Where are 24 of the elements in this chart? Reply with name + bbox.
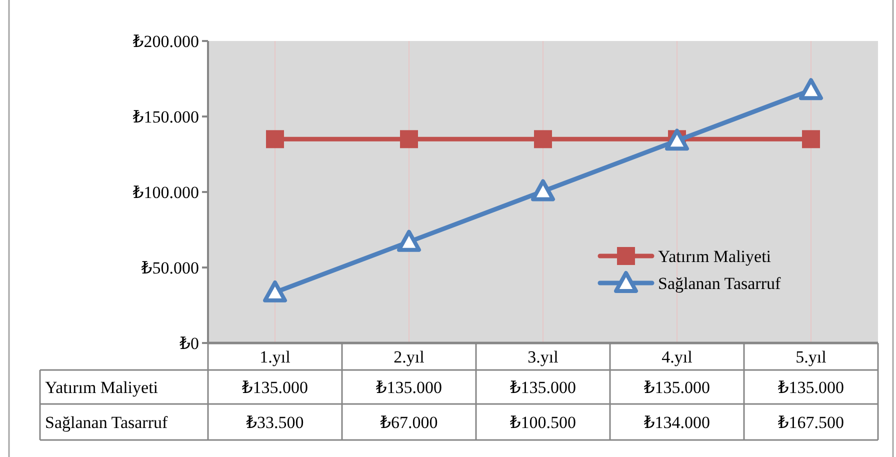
x-tick-label: 3.yıl (528, 347, 559, 366)
x-tick-label: 5.yıl (796, 347, 827, 366)
data-label: ₺167.500 (776, 412, 844, 432)
data-label: ₺135.000 (240, 378, 308, 397)
data-label: ₺135.000 (508, 378, 576, 397)
data-label: ₺135.000 (776, 378, 844, 397)
data-label: ₺33.500 (245, 412, 304, 432)
y-tick-label: ₺150.000 (132, 107, 199, 126)
legend-label: Yatırım Maliyeti (658, 246, 772, 266)
data-label: ₺100.500 (508, 412, 576, 432)
data-label: ₺134.000 (642, 412, 710, 432)
y-tick-label: ₺100.000 (132, 182, 199, 202)
legend-label: Sağlanan Tasarruf (658, 274, 781, 293)
y-tick-label: ₺0 (178, 334, 199, 353)
data-label: ₺67.000 (379, 412, 438, 432)
x-tick-label: 1.yıl (260, 347, 291, 366)
text: Yatırım Maliyeti (45, 378, 158, 397)
x-tick-label: 2.yıl (394, 347, 425, 366)
x-tick-label: 4.yıl (662, 347, 693, 366)
text: Sağlanan Tasarruf (45, 412, 168, 432)
data-label: ₺135.000 (374, 378, 442, 397)
data-label: ₺135.000 (642, 378, 710, 397)
y-tick-label: ₺50.000 (140, 258, 199, 278)
y-tick-label: ₺200.000 (132, 32, 199, 51)
